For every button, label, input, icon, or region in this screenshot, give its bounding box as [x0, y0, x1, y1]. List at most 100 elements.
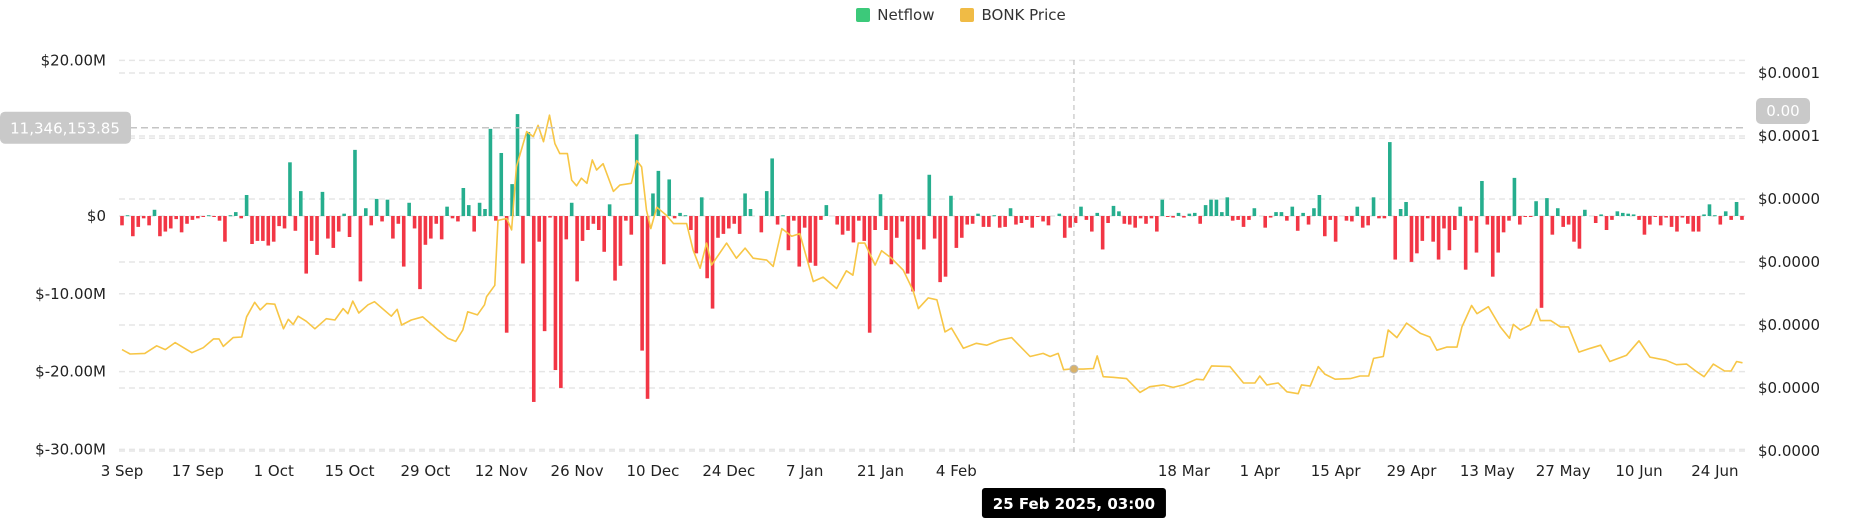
- netflow-bar[interactable]: [1610, 216, 1614, 220]
- netflow-bar[interactable]: [1469, 216, 1473, 221]
- netflow-bar[interactable]: [1090, 216, 1094, 232]
- netflow-bar[interactable]: [683, 215, 688, 217]
- netflow-bar[interactable]: [1566, 216, 1571, 225]
- netflow-bar[interactable]: [884, 216, 888, 231]
- netflow-bar[interactable]: [1165, 216, 1170, 217]
- netflow-bar[interactable]: [396, 216, 401, 224]
- netflow-bar[interactable]: [1225, 197, 1230, 216]
- netflow-bar[interactable]: [1371, 197, 1376, 216]
- netflow-bar[interactable]: [1393, 216, 1398, 260]
- netflow-bar[interactable]: [1626, 213, 1631, 216]
- netflow-bar[interactable]: [504, 216, 509, 333]
- netflow-bar[interactable]: [1409, 216, 1414, 262]
- netflow-bar[interactable]: [1084, 216, 1089, 220]
- netflow-bar[interactable]: [331, 216, 336, 248]
- netflow-bar[interactable]: [976, 213, 980, 216]
- netflow-bar[interactable]: [1485, 216, 1490, 225]
- netflow-bar[interactable]: [656, 170, 661, 216]
- netflow-bar[interactable]: [1545, 198, 1549, 216]
- netflow-bar[interactable]: [277, 216, 281, 227]
- netflow-bar[interactable]: [293, 216, 298, 231]
- netflow-bar[interactable]: [488, 128, 493, 216]
- netflow-bar[interactable]: [526, 131, 531, 216]
- netflow-bar[interactable]: [1111, 205, 1116, 216]
- netflow-bar[interactable]: [1458, 206, 1463, 216]
- netflow-bar[interactable]: [743, 193, 747, 216]
- netflow-bar[interactable]: [158, 216, 162, 237]
- netflow-bar[interactable]: [472, 216, 476, 232]
- netflow-bar[interactable]: [1322, 216, 1327, 237]
- netflow-bar[interactable]: [759, 216, 764, 233]
- netflow-bar[interactable]: [1279, 212, 1284, 216]
- netflow-bar[interactable]: [315, 216, 319, 255]
- netflow-bar[interactable]: [938, 216, 942, 283]
- legend-item-bonk-price[interactable]: BONK Price: [960, 6, 1066, 24]
- netflow-bar[interactable]: [634, 134, 639, 216]
- netflow-bar[interactable]: [737, 216, 742, 234]
- netflow-bar[interactable]: [1274, 212, 1278, 216]
- netflow-bar[interactable]: [607, 204, 612, 216]
- netflow-bar[interactable]: [1366, 216, 1370, 226]
- netflow-bar[interactable]: [1615, 211, 1620, 216]
- netflow-bar[interactable]: [721, 216, 726, 234]
- netflow-bar[interactable]: [1035, 216, 1040, 217]
- netflow-bar[interactable]: [494, 216, 498, 221]
- netflow-bar[interactable]: [304, 216, 309, 274]
- netflow-bar[interactable]: [1041, 216, 1045, 222]
- netflow-bar[interactable]: [1691, 216, 1696, 232]
- netflow-bar[interactable]: [147, 216, 151, 226]
- netflow-bar[interactable]: [1593, 216, 1598, 224]
- netflow-bar[interactable]: [125, 215, 130, 217]
- netflow-bar[interactable]: [168, 216, 173, 229]
- netflow-bar[interactable]: [624, 216, 628, 221]
- netflow-bar[interactable]: [239, 216, 243, 219]
- netflow-bar[interactable]: [596, 216, 601, 231]
- netflow-bar[interactable]: [1583, 209, 1587, 216]
- netflow-bar[interactable]: [1388, 142, 1392, 216]
- netflow-bar[interactable]: [1019, 216, 1024, 224]
- netflow-bar[interactable]: [429, 216, 433, 239]
- netflow-bar[interactable]: [857, 216, 861, 221]
- netflow-bar[interactable]: [434, 216, 439, 224]
- netflow-bar[interactable]: [802, 216, 807, 228]
- netflow-bar[interactable]: [521, 216, 525, 264]
- netflow-bar[interactable]: [932, 216, 937, 239]
- netflow-bar[interactable]: [1729, 216, 1733, 220]
- netflow-bar[interactable]: [1003, 216, 1007, 227]
- netflow-bar[interactable]: [1182, 216, 1186, 218]
- netflow-bar[interactable]: [1648, 216, 1652, 225]
- netflow-bar[interactable]: [179, 216, 184, 233]
- netflow-bar[interactable]: [228, 215, 233, 217]
- netflow-bar[interactable]: [1344, 216, 1349, 221]
- netflow-bar[interactable]: [1702, 214, 1706, 216]
- netflow-bar[interactable]: [629, 216, 634, 235]
- netflow-bar[interactable]: [1008, 208, 1013, 216]
- netflow-bar[interactable]: [1095, 212, 1100, 216]
- netflow-bar[interactable]: [770, 158, 774, 216]
- netflow-bar[interactable]: [1480, 180, 1484, 216]
- netflow-bar[interactable]: [401, 216, 406, 267]
- netflow-bar[interactable]: [922, 216, 926, 250]
- netflow-bar[interactable]: [732, 216, 737, 224]
- netflow-bar[interactable]: [1577, 216, 1582, 249]
- netflow-bar[interactable]: [1675, 216, 1679, 232]
- netflow-bar[interactable]: [569, 202, 574, 216]
- netflow-bar[interactable]: [250, 216, 254, 245]
- netflow-bar[interactable]: [1062, 216, 1067, 238]
- netflow-bar[interactable]: [1171, 216, 1175, 218]
- netflow-bar[interactable]: [792, 216, 796, 221]
- netflow-bar[interactable]: [1252, 208, 1257, 216]
- netflow-bar[interactable]: [450, 216, 455, 219]
- netflow-bar[interactable]: [748, 208, 753, 216]
- netflow-bar[interactable]: [466, 205, 471, 216]
- netflow-bar[interactable]: [1539, 216, 1544, 308]
- netflow-bar[interactable]: [586, 216, 590, 231]
- netflow-bar[interactable]: [699, 197, 704, 216]
- netflow-bar[interactable]: [873, 216, 877, 231]
- netflow-bar[interactable]: [141, 216, 146, 219]
- netflow-bar[interactable]: [954, 216, 959, 248]
- netflow-bar[interactable]: [1100, 216, 1105, 250]
- netflow-bar[interactable]: [905, 216, 910, 274]
- netflow-bar[interactable]: [846, 216, 850, 231]
- netflow-bar[interactable]: [1133, 216, 1137, 228]
